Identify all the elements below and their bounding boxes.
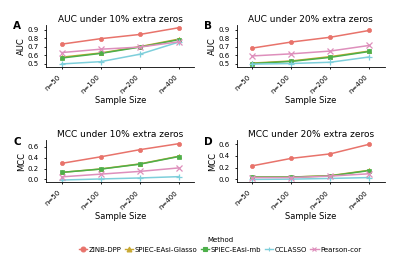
Title: AUC under 10% extra zeros: AUC under 10% extra zeros xyxy=(58,15,183,24)
Legend: ZINB-DPP, SPIEC-EAsi-Glasso, SPIEC-EAsi-mb, CCLASSO, Pearson-cor: ZINB-DPP, SPIEC-EAsi-Glasso, SPIEC-EAsi-… xyxy=(76,234,364,256)
Text: C: C xyxy=(13,137,21,147)
Title: MCC under 10% extra zeros: MCC under 10% extra zeros xyxy=(57,130,183,139)
Text: A: A xyxy=(13,21,21,31)
Text: B: B xyxy=(204,21,212,31)
Title: AUC under 20% extra zeros: AUC under 20% extra zeros xyxy=(248,15,373,24)
Y-axis label: MCC: MCC xyxy=(208,152,217,171)
X-axis label: Sample Size: Sample Size xyxy=(285,96,336,105)
X-axis label: Sample Size: Sample Size xyxy=(285,212,336,221)
Y-axis label: MCC: MCC xyxy=(18,152,26,171)
X-axis label: Sample Size: Sample Size xyxy=(94,96,146,105)
Text: D: D xyxy=(204,137,212,147)
X-axis label: Sample Size: Sample Size xyxy=(94,212,146,221)
Y-axis label: AUC: AUC xyxy=(18,37,26,55)
Title: MCC under 20% extra zeros: MCC under 20% extra zeros xyxy=(248,130,374,139)
Y-axis label: AUC: AUC xyxy=(208,37,217,55)
